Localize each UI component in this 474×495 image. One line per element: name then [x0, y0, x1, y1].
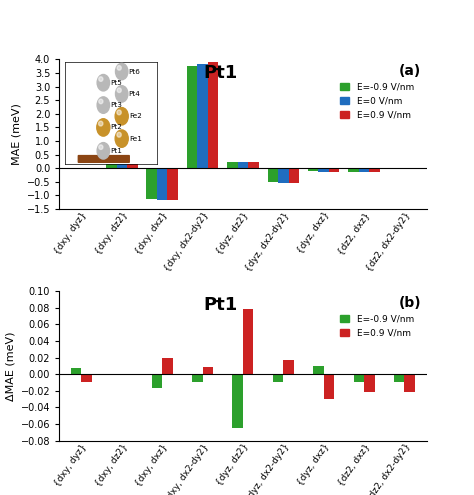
Bar: [319, 168, 329, 172]
Bar: [157, 168, 167, 200]
Bar: [348, 168, 359, 172]
Bar: [283, 360, 294, 374]
Bar: [289, 168, 299, 183]
Bar: [167, 168, 178, 200]
Bar: [329, 168, 339, 172]
Text: (b): (b): [399, 296, 421, 309]
Text: Pt1: Pt1: [204, 296, 238, 313]
Bar: [71, 368, 82, 374]
Bar: [197, 64, 208, 168]
Bar: [404, 374, 415, 393]
Bar: [394, 374, 404, 383]
Bar: [273, 374, 283, 383]
Bar: [364, 374, 374, 393]
Bar: [152, 374, 162, 388]
Bar: [187, 66, 197, 168]
Bar: [278, 168, 289, 183]
Bar: [106, 150, 117, 168]
Bar: [66, 168, 76, 169]
Bar: [87, 168, 97, 169]
Bar: [354, 374, 364, 383]
Bar: [146, 168, 157, 199]
Legend: E=-0.9 V/nm, E=0.9 V/nm: E=-0.9 V/nm, E=0.9 V/nm: [339, 313, 415, 338]
Bar: [399, 168, 410, 169]
Bar: [192, 374, 202, 383]
Bar: [308, 168, 319, 171]
Bar: [369, 168, 380, 172]
Bar: [76, 168, 87, 169]
Bar: [117, 149, 127, 168]
Bar: [162, 358, 173, 374]
Bar: [389, 168, 399, 169]
Bar: [237, 162, 248, 168]
Bar: [227, 162, 237, 168]
Bar: [267, 168, 278, 182]
Bar: [359, 168, 369, 172]
Bar: [232, 374, 243, 428]
Bar: [324, 374, 334, 399]
Bar: [248, 161, 259, 168]
Bar: [410, 168, 420, 169]
Bar: [82, 374, 92, 383]
Bar: [208, 61, 219, 168]
Legend: E=-0.9 V/nm, E=0 V/nm, E=0.9 V/nm: E=-0.9 V/nm, E=0 V/nm, E=0.9 V/nm: [339, 82, 415, 121]
Text: Pt1: Pt1: [204, 64, 238, 82]
Bar: [127, 149, 137, 168]
Bar: [313, 366, 324, 374]
Y-axis label: MAE (meV): MAE (meV): [11, 103, 21, 165]
Text: (a): (a): [399, 64, 421, 78]
Bar: [243, 308, 254, 374]
Y-axis label: ΔMAE (meV): ΔMAE (meV): [5, 331, 15, 400]
Bar: [202, 367, 213, 374]
